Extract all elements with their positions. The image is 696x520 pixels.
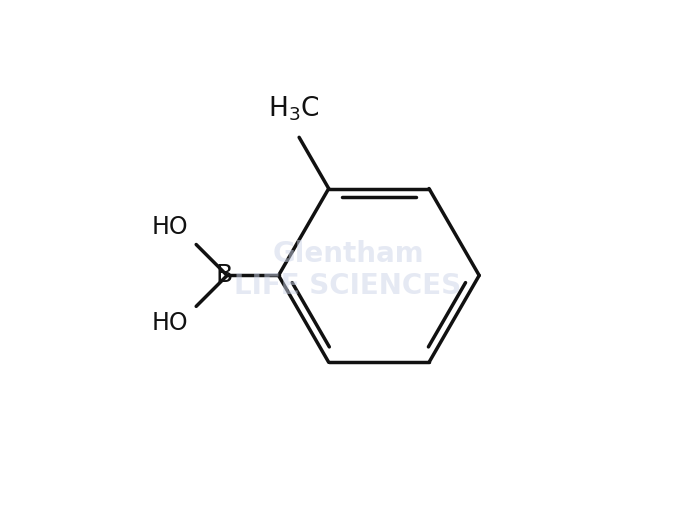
- Text: H$_3$C: H$_3$C: [268, 95, 319, 123]
- Text: Glentham
LIFE SCIENCES: Glentham LIFE SCIENCES: [235, 240, 461, 301]
- Text: B: B: [216, 264, 233, 288]
- Text: HO: HO: [152, 311, 189, 335]
- Text: HO: HO: [152, 215, 189, 239]
